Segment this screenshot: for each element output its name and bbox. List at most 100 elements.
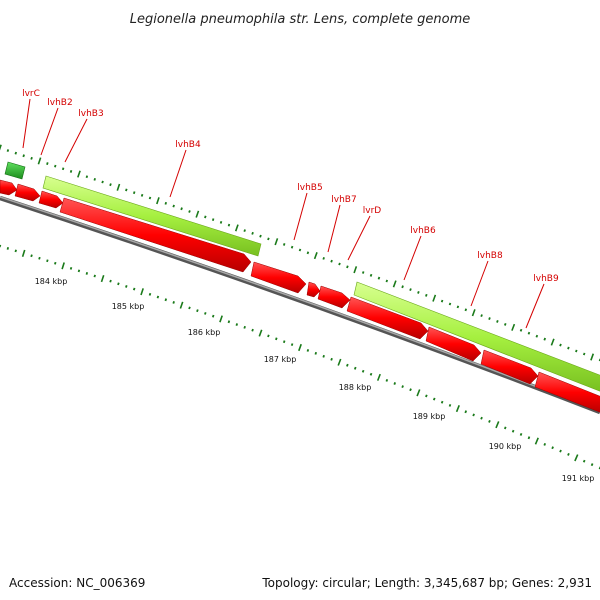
accession-text: Accession: NC_006369 (9, 576, 145, 590)
gene-arrow (306, 281, 321, 298)
minor-tick (93, 177, 96, 181)
minor-tick (164, 298, 168, 302)
minor-tick (77, 269, 81, 273)
gene-arrow (425, 326, 482, 362)
label-line (22, 98, 31, 149)
minor-tick (30, 156, 33, 160)
major-tick (432, 294, 437, 302)
minor-tick (14, 249, 17, 253)
gene-label: lvhB5 (297, 183, 322, 193)
major-tick (195, 210, 200, 218)
gene-label: lvhB9 (533, 274, 559, 284)
minor-tick (164, 201, 168, 205)
minor-tick (204, 215, 207, 219)
scale-label: 185 kbp (112, 302, 145, 311)
label-line (169, 149, 187, 198)
minor-tick (535, 334, 539, 338)
gene-arrow (14, 183, 41, 202)
minor-tick (338, 262, 341, 266)
major-tick (219, 315, 223, 323)
label-line (470, 260, 489, 307)
minor-tick (448, 403, 452, 407)
minor-tick (132, 191, 136, 195)
minor-tick (290, 245, 294, 249)
label-line (293, 192, 308, 241)
minor-tick (69, 170, 73, 173)
minor-tick (6, 247, 10, 250)
minor-tick (385, 279, 389, 283)
minor-tick (101, 180, 104, 184)
label-line (525, 283, 545, 329)
minor-tick (188, 210, 191, 213)
scale-labels: 184 kbp 185 kbp 186 kbp 187 kbp 188 kbp … (35, 277, 595, 483)
minor-tick (346, 265, 349, 269)
minor-tick (180, 207, 183, 211)
minor-tick (172, 204, 175, 208)
minor-tick (290, 343, 294, 347)
major-tick (258, 329, 263, 337)
minor-tick (54, 164, 57, 168)
gene-label: lvhB7 (331, 195, 356, 205)
minor-tick (330, 259, 333, 263)
minor-tick (567, 346, 570, 350)
scale-label: 189 kbp (413, 412, 446, 421)
gene-arrow (480, 349, 539, 385)
minor-tick (361, 271, 365, 274)
minor-tick (496, 320, 499, 323)
major-tick (574, 454, 579, 462)
minor-tick (46, 259, 49, 263)
map-title: Legionella pneumophila str. Lens, comple… (130, 12, 471, 27)
gene-label: lvhB4 (175, 140, 201, 150)
minor-tick (172, 301, 175, 304)
minor-tick (46, 162, 49, 165)
major-tick (416, 389, 421, 397)
minor-tick (219, 220, 223, 224)
minor-tick (425, 293, 428, 297)
minor-tick (330, 357, 333, 361)
major-tick (21, 249, 26, 257)
gene-arrow (317, 285, 351, 309)
tick-row-lower (0, 244, 600, 470)
minor-tick (543, 337, 547, 341)
minor-tick (54, 261, 57, 265)
minor-tick (377, 276, 381, 280)
minor-tick (361, 369, 365, 373)
major-tick (0, 144, 2, 151)
minor-tick (306, 349, 310, 352)
major-tick (77, 170, 81, 178)
minor-tick (85, 272, 89, 275)
minor-tick (148, 292, 152, 296)
minor-tick (503, 322, 507, 326)
minor-tick (519, 432, 523, 436)
minor-tick (85, 175, 89, 179)
minor-tick (353, 366, 357, 370)
gene-arrow (0, 179, 18, 196)
minor-tick (385, 378, 389, 382)
minor-tick (480, 314, 483, 318)
minor-tick (109, 183, 112, 187)
gene-label: lvhB8 (477, 251, 503, 261)
minor-tick (227, 320, 231, 324)
major-tick (61, 262, 65, 270)
minor-tick (369, 372, 373, 376)
minor-tick (322, 256, 325, 260)
minor-tick (409, 388, 412, 392)
minor-tick (61, 167, 65, 171)
gene-arrow (38, 190, 64, 209)
minor-tick (227, 223, 231, 227)
scale-label: 186 kbp (188, 328, 221, 337)
gene-label: lvrD (363, 206, 382, 216)
major-tick (140, 288, 144, 296)
major-tick (274, 238, 279, 246)
gene-label: lvhB2 (47, 98, 72, 108)
minor-tick (322, 354, 325, 358)
minor-tick (393, 382, 397, 385)
minor-tick (488, 317, 491, 320)
minor-tick (38, 256, 41, 260)
minor-tick (575, 349, 578, 353)
minor-tick (551, 446, 554, 450)
scale-label: 190 kbp (489, 442, 522, 451)
minor-tick (464, 410, 468, 414)
major-tick (392, 280, 397, 288)
scale-label: 184 kbp (35, 277, 68, 286)
